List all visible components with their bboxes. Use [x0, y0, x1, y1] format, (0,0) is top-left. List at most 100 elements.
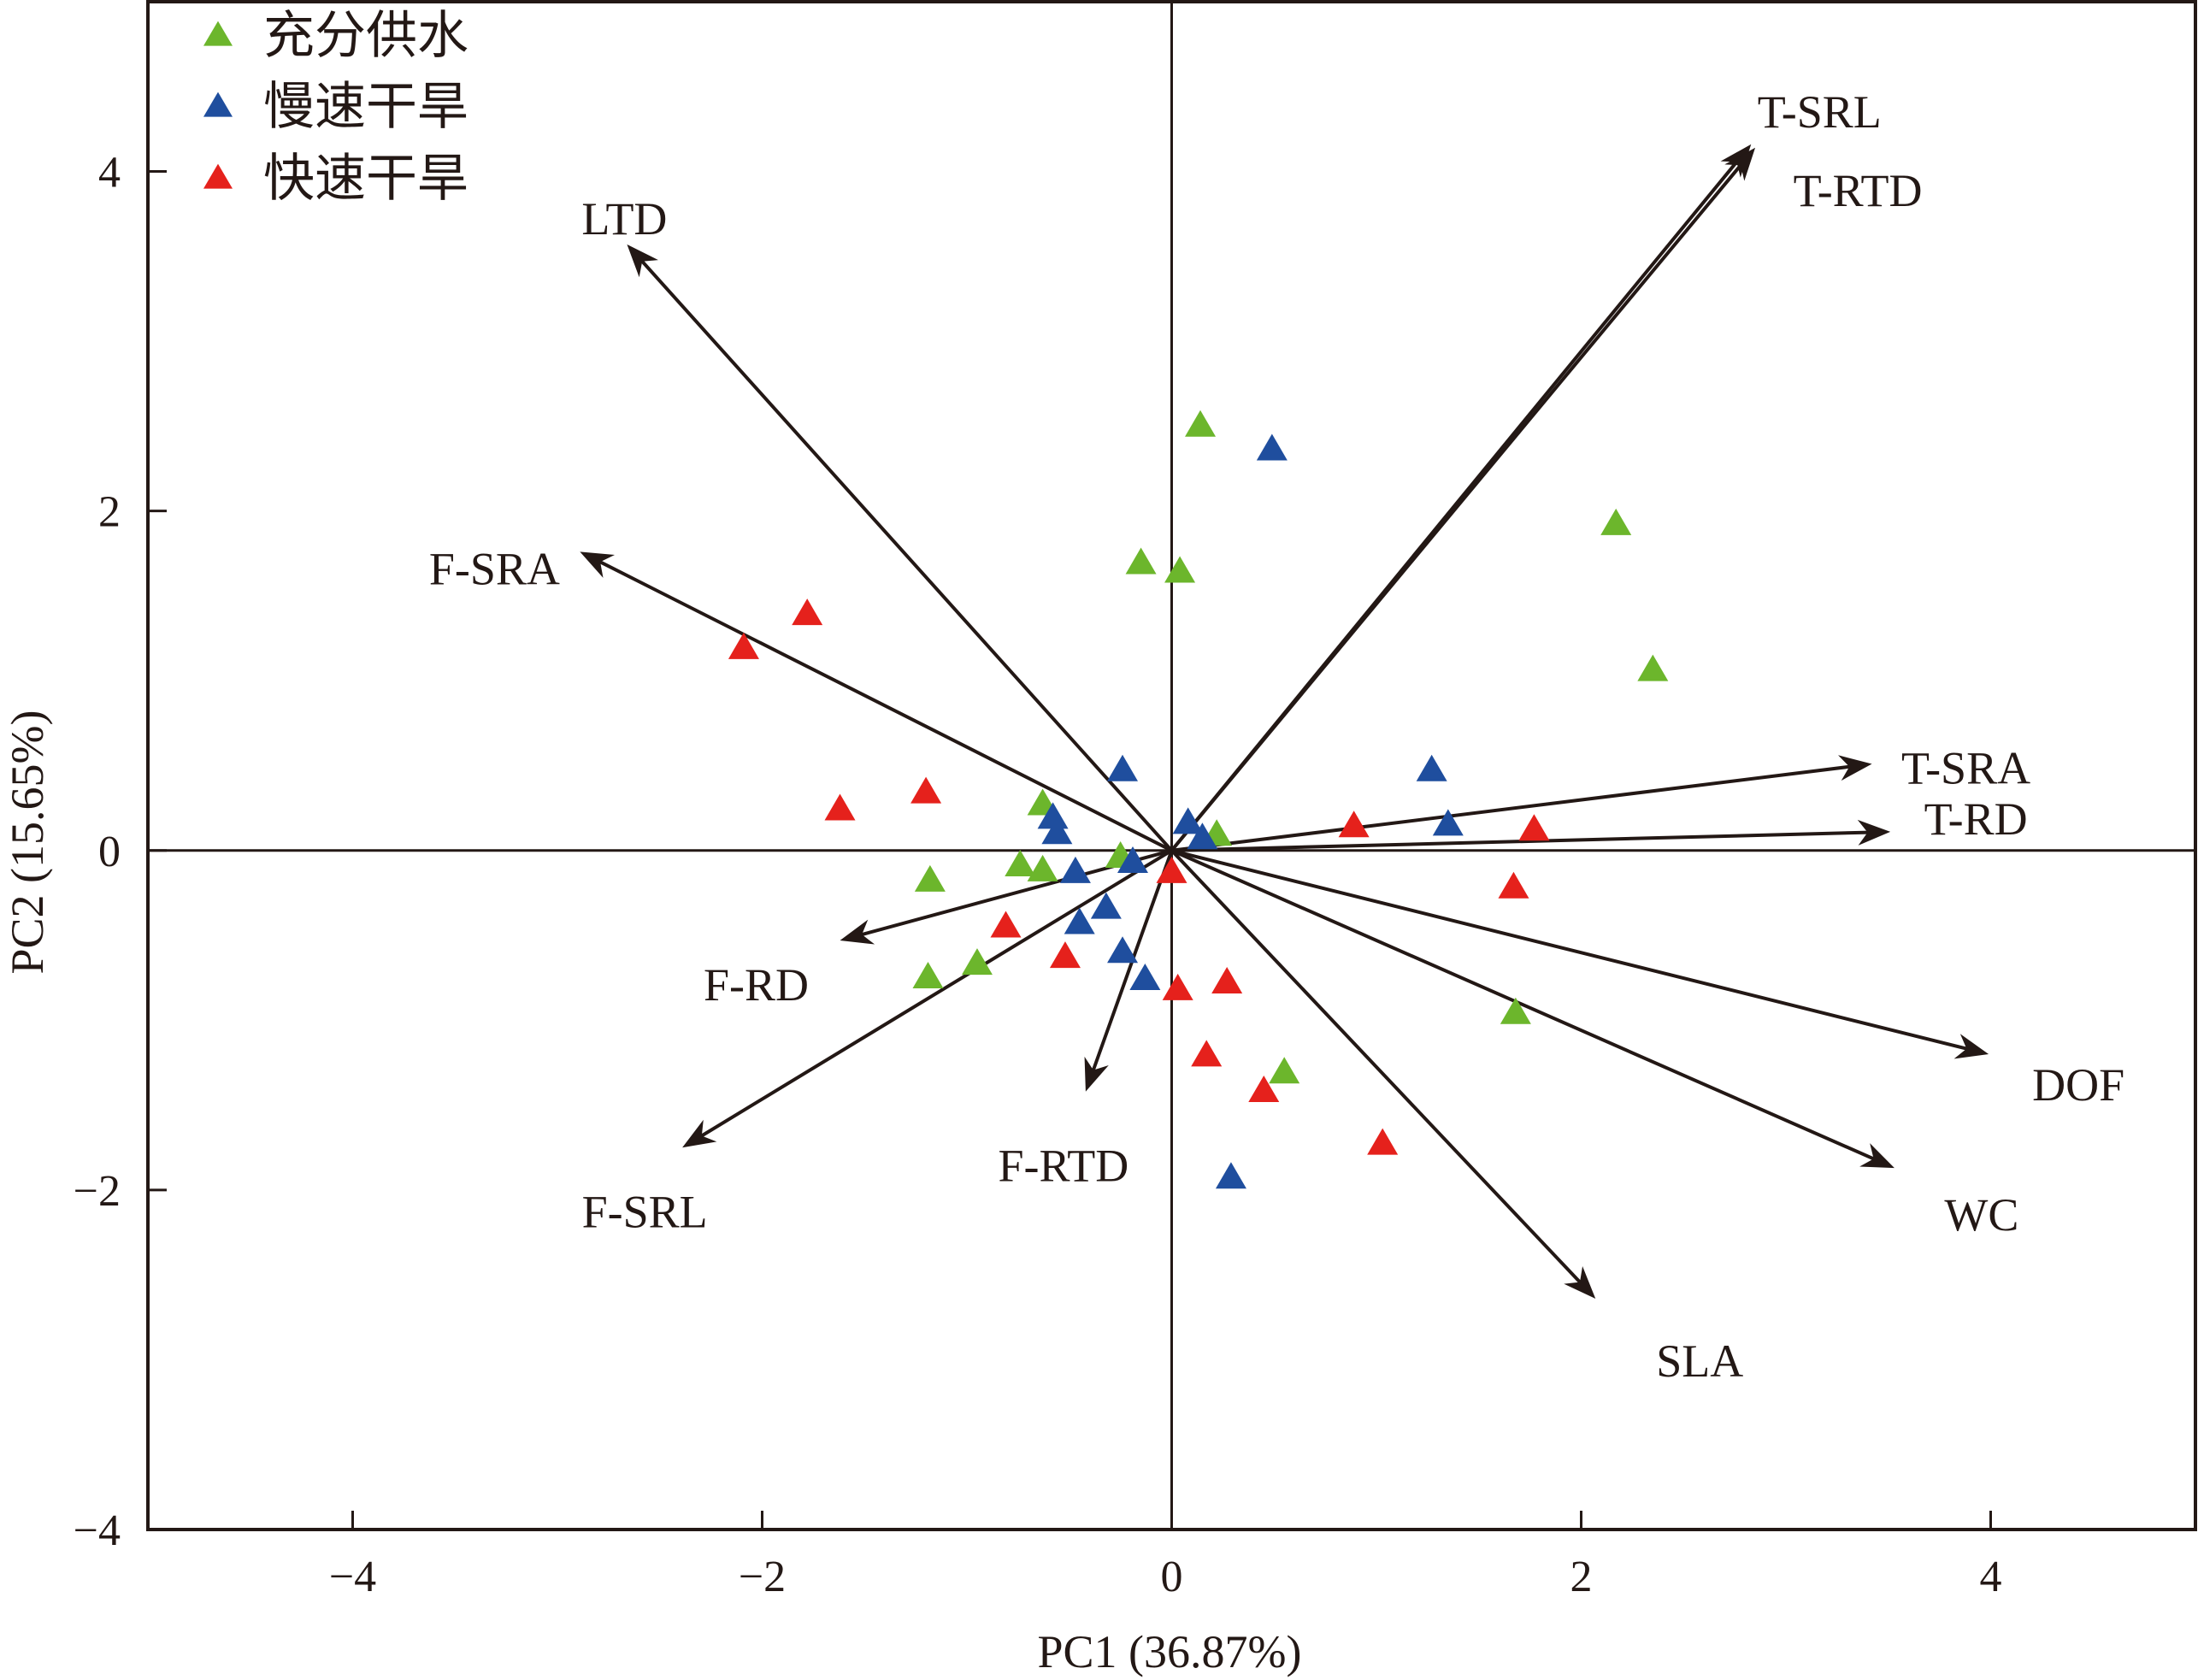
zero-lines: [148, 2, 2195, 1530]
data-point: [1005, 849, 1036, 876]
y-tick-label: 0: [98, 828, 121, 876]
data-point: [1129, 963, 1161, 990]
y-tick-label: −2: [74, 1167, 121, 1216]
arrow-shaft: [637, 256, 1173, 852]
loading-label: SLA: [1656, 1335, 1743, 1387]
legend-label: 充分供水: [263, 8, 468, 64]
loading-arrow: [1171, 848, 1989, 1059]
legend-label: 慢速干旱: [263, 79, 468, 135]
axis-tick-labels: −4 −2 0 2 4 −4 −2 0 2 4: [74, 149, 2002, 1601]
score-points: [728, 410, 1669, 1189]
data-point: [1107, 754, 1139, 781]
series-1: [1037, 433, 1464, 1189]
x-tick-label: 4: [1980, 1553, 2002, 1601]
x-tick-label: −2: [739, 1553, 786, 1601]
loading-label: T-RTD: [1794, 165, 1923, 216]
loading-label: T-RD: [1924, 793, 2028, 845]
data-point: [1185, 410, 1217, 437]
arrow-shaft: [1171, 848, 1973, 1052]
data-point: [1064, 907, 1095, 934]
loading-label: F-RD: [704, 959, 809, 1011]
legend-marker-triangle-icon: [203, 21, 233, 46]
data-point: [1637, 654, 1669, 681]
loading-arrow: [1170, 849, 1596, 1299]
data-point: [1432, 809, 1464, 836]
arrow-head-icon: [1084, 1056, 1109, 1092]
loading-arrows: [580, 144, 1989, 1299]
legend-marker-triangle-icon: [203, 163, 233, 189]
arrow-head-icon: [1724, 147, 1756, 181]
arrow-shaft: [1089, 850, 1174, 1076]
data-point: [728, 632, 759, 659]
data-point: [1500, 997, 1531, 1024]
loading-label: T-SRL: [1758, 86, 1882, 138]
loading-arrow: [1171, 755, 1872, 852]
data-point: [792, 598, 823, 626]
loading-arrow: [1170, 147, 1756, 852]
x-axis-title: PC1 (36.87%): [1038, 1626, 1302, 1677]
series-2: [728, 598, 1550, 1155]
y-axis-title: PC2 (15.65%): [2, 710, 53, 975]
data-point: [990, 911, 1022, 938]
loading-arrow: [682, 849, 1173, 1148]
loading-label: WC: [1944, 1189, 2018, 1241]
arrow-head-icon: [580, 551, 616, 578]
series-0: [912, 410, 1669, 1084]
legend-item: 慢速干旱: [203, 79, 468, 135]
arrow-shaft: [1171, 763, 1855, 852]
data-point: [1518, 814, 1550, 841]
arrow-head-icon: [1564, 1266, 1596, 1299]
data-point: [1107, 936, 1139, 964]
data-point: [1256, 433, 1288, 461]
loading-arrow: [1084, 850, 1174, 1092]
data-point: [914, 864, 946, 892]
loading-arrow: [580, 551, 1173, 852]
arrow-shaft: [1170, 849, 1585, 1288]
data-point: [1041, 817, 1073, 845]
arrow-head-icon: [840, 919, 875, 945]
data-point: [1248, 1076, 1280, 1103]
arrow-shaft: [1170, 848, 1880, 1163]
arrow-head-icon: [1953, 1034, 1989, 1059]
data-point: [1498, 871, 1529, 899]
data-point: [1162, 973, 1193, 1000]
arrow-head-icon: [1838, 755, 1872, 781]
arrow-shaft: [1171, 830, 1874, 852]
data-point: [1191, 1040, 1223, 1067]
legend-item: 快速干旱: [203, 150, 468, 207]
y-tick-label: 2: [98, 488, 121, 537]
data-point: [1367, 1128, 1399, 1155]
arrow-head-icon: [682, 1119, 717, 1148]
data-point: [1187, 822, 1218, 850]
y-tick-label: −4: [74, 1506, 121, 1555]
data-point: [912, 962, 944, 989]
data-point: [1211, 966, 1243, 993]
loading-label: F-SRA: [429, 543, 560, 594]
x-tick-label: 0: [1161, 1553, 1183, 1601]
data-point: [1027, 854, 1058, 881]
arrow-head-icon: [1857, 819, 1891, 846]
legend-marker-triangle-icon: [203, 91, 233, 117]
data-point: [910, 776, 942, 804]
data-point: [1125, 547, 1157, 575]
y-tick-label: 4: [98, 149, 121, 197]
data-point: [1090, 892, 1122, 919]
data-point: [1037, 802, 1069, 829]
arrow-head-icon: [1859, 1143, 1895, 1169]
data-point: [1172, 807, 1204, 834]
data-point: [1117, 846, 1148, 873]
loading-label: F-RTD: [999, 1141, 1129, 1192]
loading-arrow: [627, 244, 1173, 852]
legend-item: 充分供水: [203, 8, 468, 64]
loading-label: LTD: [581, 193, 667, 245]
data-point: [1164, 556, 1196, 583]
data-point: [1338, 811, 1370, 838]
loading-label: T-SRA: [1901, 743, 2030, 794]
data-point: [1269, 1057, 1300, 1084]
axis-ticks: [148, 170, 1992, 1531]
loading-arrow: [1171, 819, 1891, 852]
x-tick-label: −4: [329, 1553, 376, 1601]
